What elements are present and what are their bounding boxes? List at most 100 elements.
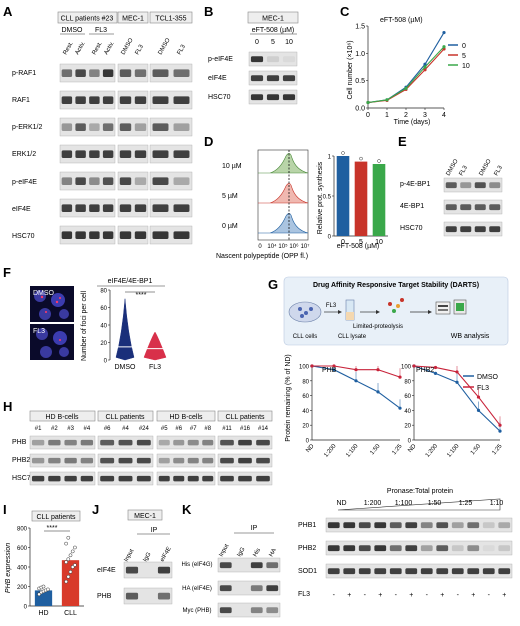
blot-a-cll-band bbox=[102, 177, 114, 185]
blot-h-band bbox=[136, 457, 151, 464]
blot-a-tcl1-band bbox=[152, 177, 169, 185]
lane-label: eIF4E bbox=[160, 546, 173, 563]
chart-c: 0 1 2 3 4 0.0 0.5 1.0 1.5 bbox=[355, 24, 446, 120]
bar bbox=[354, 161, 368, 236]
blot-a-cll-frame bbox=[59, 117, 116, 137]
blot-a-mec1-band bbox=[134, 123, 147, 131]
data-point bbox=[310, 364, 314, 368]
d-bar-ylabel: Relative prot. synthesis bbox=[317, 161, 324, 234]
row-label: PHB1 bbox=[298, 522, 316, 529]
blot-j-frame bbox=[123, 561, 173, 579]
blot-a-mec1-band bbox=[134, 69, 147, 77]
row-label: 4E-BP1 bbox=[400, 203, 424, 210]
y-tick-label: 40 bbox=[100, 324, 107, 330]
k-ip: IP bbox=[251, 525, 258, 532]
blot-l-band bbox=[343, 568, 356, 575]
blot-a-mec1-band bbox=[134, 96, 147, 104]
blot-a-cll-band bbox=[89, 123, 100, 131]
blot-l-band bbox=[482, 522, 495, 529]
g-legend: DMSO FL3 bbox=[463, 374, 499, 392]
blot-j-frame bbox=[123, 587, 173, 605]
row-label: RAF1 bbox=[12, 97, 30, 104]
c-ylabel: Cell number (×10⁶) bbox=[347, 40, 354, 99]
blot-a-mec1-band bbox=[134, 177, 147, 185]
blot-j bbox=[123, 561, 173, 605]
blot-a-tcl1-band bbox=[173, 150, 190, 158]
panel-i: I CLL patients **** 0 200 400 600 800 HD CLL P… bbox=[3, 502, 84, 617]
blot-h-band bbox=[202, 475, 214, 482]
legend-label: 0 bbox=[462, 43, 466, 50]
blot-a-cll-band bbox=[61, 231, 73, 239]
blot-a-cll-band bbox=[89, 69, 100, 77]
blot-h-band bbox=[158, 475, 170, 482]
blot-l-band bbox=[374, 522, 387, 529]
panel-k: K IP Input IgG His HA His (eIF4G) HA (eI… bbox=[181, 502, 281, 618]
blot-j-band bbox=[157, 592, 171, 600]
micrograph-label: FL3 bbox=[33, 328, 45, 335]
panel-letter-h: H bbox=[3, 399, 12, 414]
blot-h-band bbox=[202, 457, 214, 464]
blot-a-mec1-band bbox=[119, 150, 132, 158]
blot-l-band bbox=[420, 522, 433, 529]
x-tick-label: FL3 bbox=[149, 364, 161, 371]
data-point bbox=[385, 98, 389, 102]
g-step: Limited-proteolysis bbox=[353, 324, 403, 330]
blot-j-band bbox=[157, 566, 171, 574]
blot-a-mec1-band bbox=[119, 204, 132, 212]
y-tick-label: 0 bbox=[408, 439, 412, 445]
blot-b-band bbox=[266, 75, 280, 82]
panel-letter-e: E bbox=[398, 134, 407, 149]
y-tick-label: 1.5 bbox=[355, 24, 365, 31]
lane-label: HA bbox=[269, 548, 278, 558]
blot-e-band bbox=[474, 204, 486, 211]
subgroup-fl3: FL3 bbox=[95, 27, 107, 34]
g-title: Drug Affinity Responsive Target Stabilit… bbox=[313, 282, 479, 289]
y-tick-label: 1 bbox=[328, 155, 332, 161]
panel-letter-j: J bbox=[92, 502, 99, 517]
blot-h-band bbox=[187, 457, 199, 464]
blot-h-band bbox=[48, 457, 61, 464]
a-lane-labels: Rest. Activ. Rest. Activ. DMSO FL3 DMSO … bbox=[63, 37, 188, 56]
x-tick-label: DMSO bbox=[115, 364, 137, 371]
blot-l-band bbox=[498, 522, 511, 529]
blot-l-band bbox=[436, 568, 449, 575]
blot-k-band bbox=[266, 585, 279, 592]
lane-label: #4 bbox=[122, 426, 129, 432]
blot-a-tcl1-frame bbox=[149, 90, 193, 110]
x-tick-label: 1:25 bbox=[391, 443, 404, 456]
row-label: PHB2 bbox=[12, 457, 30, 464]
blot-b-band bbox=[250, 75, 264, 82]
data-point bbox=[404, 86, 408, 90]
series-line bbox=[367, 32, 445, 104]
x-tick-label: ND bbox=[407, 443, 418, 454]
panel-a: A CLL patients #23 MEC-1 TCL1-355 DMSO F… bbox=[3, 4, 193, 245]
blot-k-band bbox=[219, 562, 232, 569]
blot-a-cll-band bbox=[102, 150, 114, 158]
i-ylabel: PHB expression bbox=[5, 543, 12, 593]
data-point bbox=[423, 65, 427, 69]
blot-h-band bbox=[48, 475, 61, 482]
data-point bbox=[423, 62, 427, 66]
blot-h-band bbox=[100, 475, 115, 482]
panel-letter-c: C bbox=[340, 4, 350, 19]
blot-h-frame bbox=[156, 471, 216, 486]
blot-b-band bbox=[266, 56, 280, 63]
flow-tick: 10⁵ bbox=[278, 243, 288, 250]
h-group: HD B-cells bbox=[169, 414, 203, 421]
x-tick-label: 1:50 bbox=[369, 443, 382, 456]
lane-label: DMSO bbox=[479, 158, 493, 177]
blot-e-band bbox=[489, 226, 501, 233]
blot-l-band bbox=[327, 545, 340, 552]
fl3-sign: - bbox=[395, 592, 398, 599]
blot-l-band bbox=[467, 545, 480, 552]
row-label: HA (eIF4E) bbox=[182, 586, 212, 592]
blot-h-band bbox=[100, 457, 115, 464]
fl3-sign: + bbox=[378, 592, 382, 599]
blot-l-band bbox=[482, 568, 495, 575]
blot-a-cll-frame bbox=[59, 144, 116, 164]
data-point bbox=[442, 45, 446, 49]
lane-label: Activ. bbox=[104, 40, 116, 56]
flow-histograms: 10 µM 5 µM 0 µM 0 10⁴ 10⁵ 10⁶ 10⁷ Nascen… bbox=[216, 149, 309, 260]
x-tick-label: 1:200 bbox=[425, 443, 440, 459]
b-drug-label: eFT-508 (µM) bbox=[252, 27, 295, 34]
